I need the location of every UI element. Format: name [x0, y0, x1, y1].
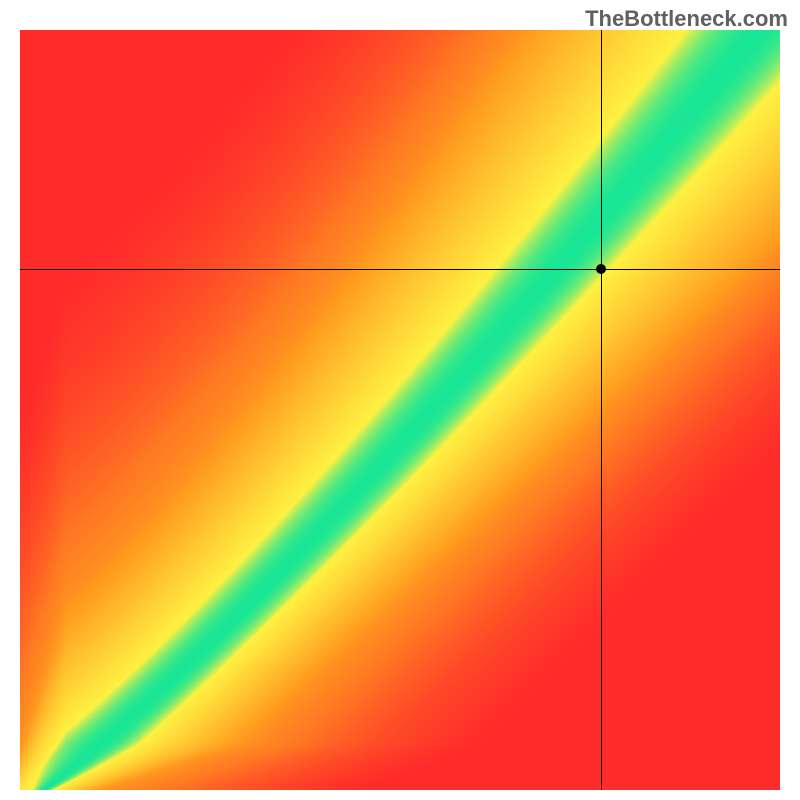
- bottleneck-heatmap: [20, 30, 780, 790]
- watermark-text: TheBottleneck.com: [585, 6, 788, 32]
- heatmap-canvas: [20, 30, 780, 790]
- crosshair-horizontal: [20, 269, 780, 270]
- crosshair-vertical: [601, 30, 602, 790]
- marker-dot: [596, 264, 606, 274]
